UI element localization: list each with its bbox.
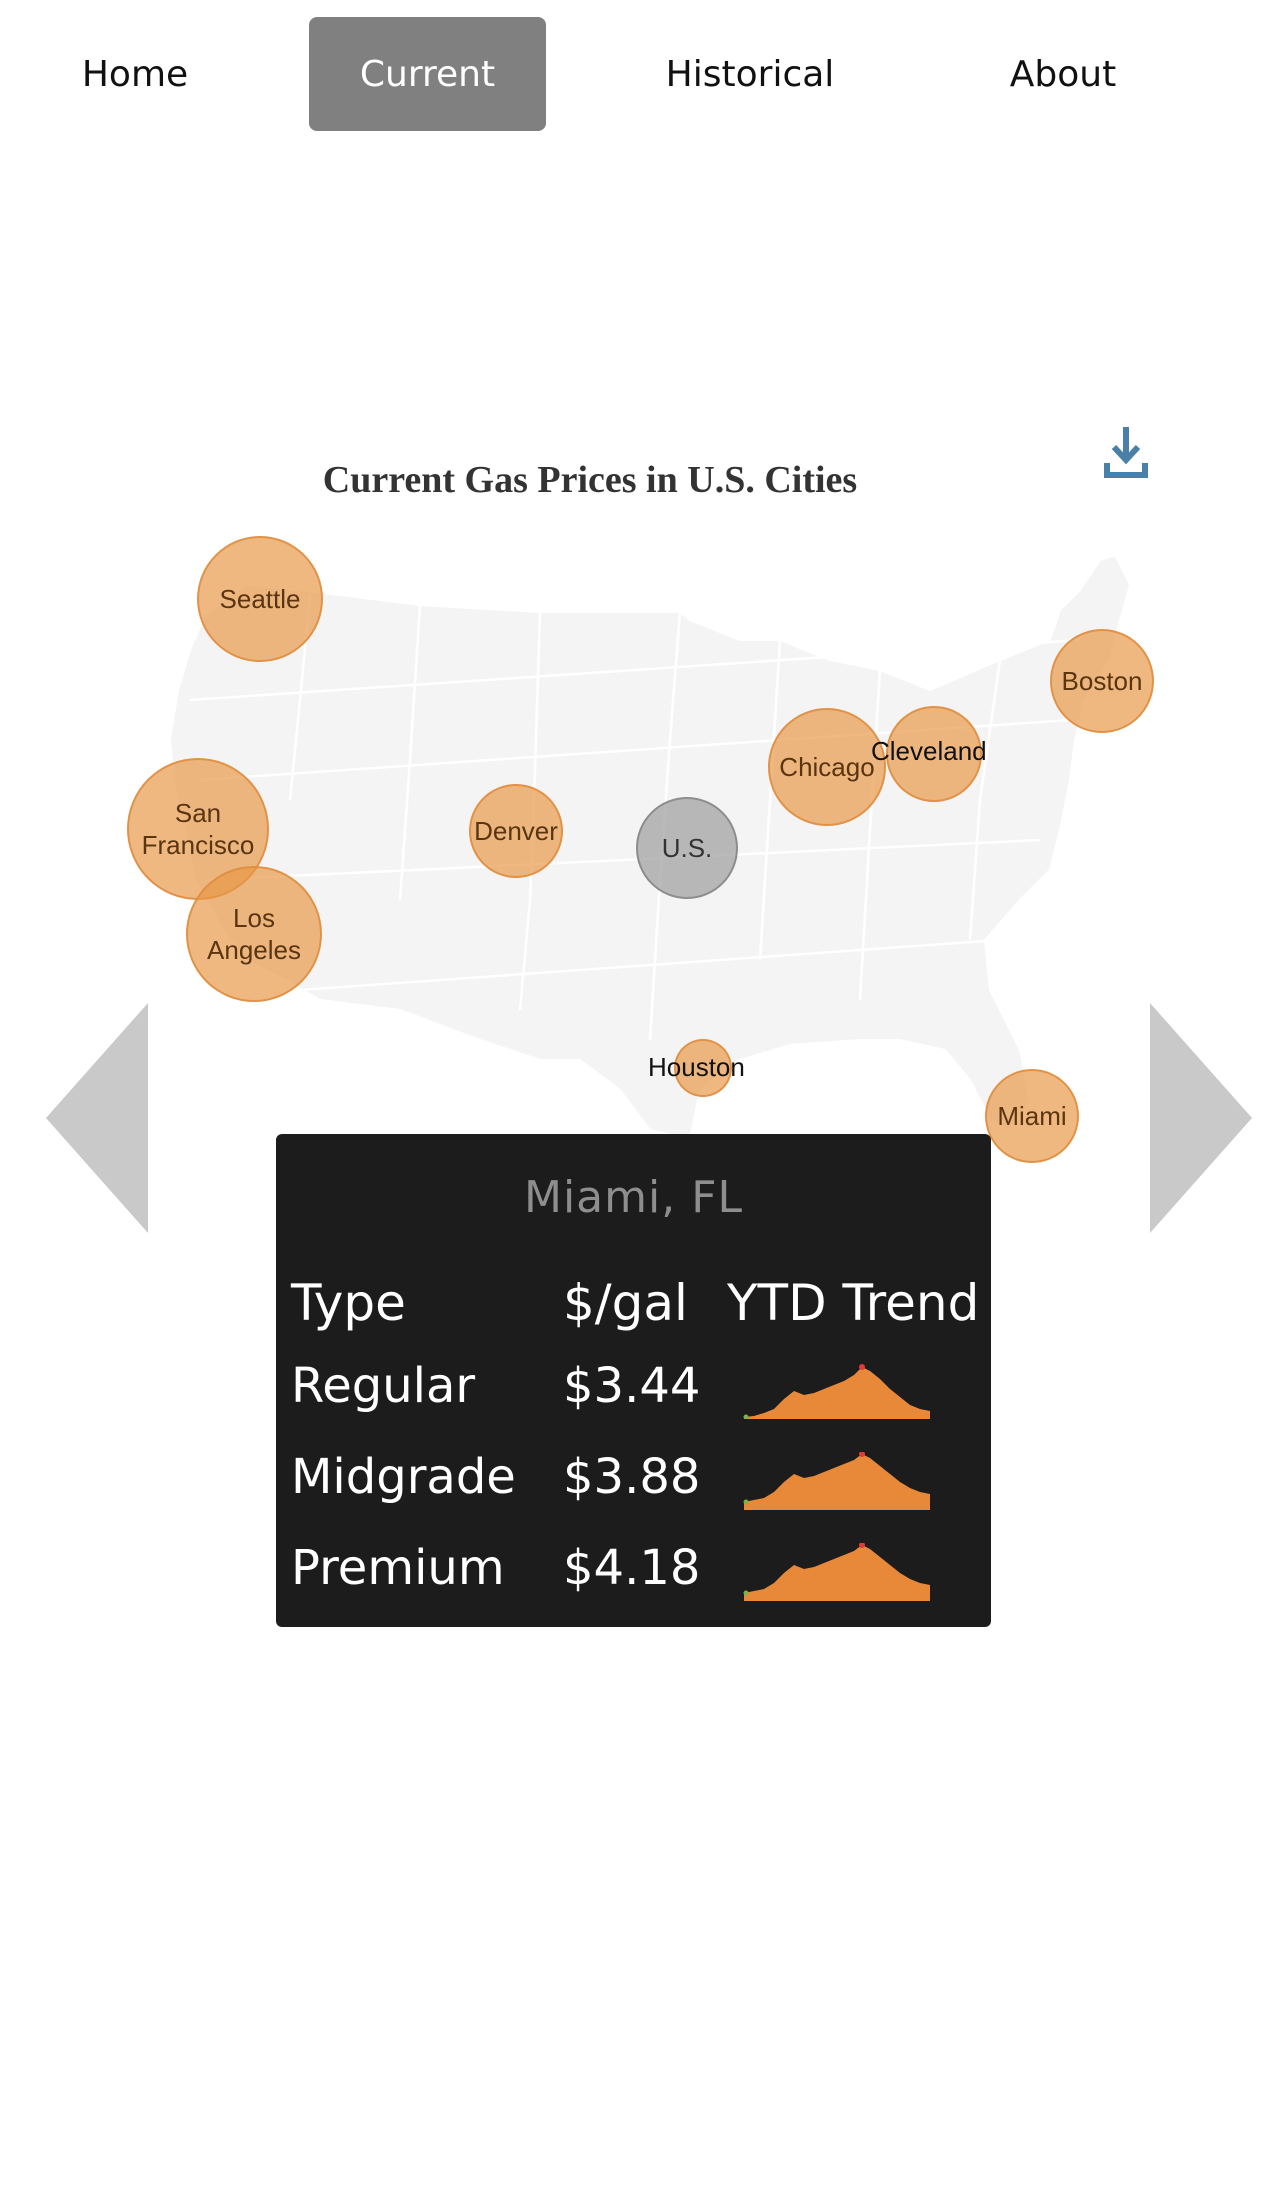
triangle-right-icon[interactable] bbox=[1150, 1003, 1252, 1233]
bubble-label: San Francisco bbox=[141, 798, 255, 860]
bubble-label: Boston bbox=[1061, 666, 1143, 696]
bubble-denver[interactable]: Denver bbox=[469, 784, 563, 878]
nav-about[interactable]: About bbox=[1009, 53, 1117, 95]
bubble-chicago[interactable]: Chicago bbox=[768, 708, 886, 826]
bubble-miami[interactable]: Miami bbox=[985, 1069, 1079, 1163]
download-icon[interactable] bbox=[1103, 425, 1149, 479]
bubble-label: Los Angeles bbox=[207, 903, 301, 965]
row-price: $3.44 bbox=[563, 1358, 701, 1414]
bubble-label: Seattle bbox=[219, 584, 301, 614]
header-type: Type bbox=[291, 1274, 406, 1332]
tooltip-title: Miami, FL bbox=[523, 1172, 744, 1223]
row-type: Premium bbox=[291, 1540, 505, 1596]
bubble-us[interactable]: U.S. bbox=[636, 797, 738, 899]
bubble-label: Miami bbox=[997, 1101, 1067, 1131]
bubble-cleveland[interactable] bbox=[886, 706, 982, 802]
sparkline-premium bbox=[743, 1543, 930, 1601]
row-type: Midgrade bbox=[291, 1449, 516, 1505]
city-tooltip: Miami, FL Type $/gal YTD Trend Regular $… bbox=[276, 1134, 991, 1627]
bubble-label: Denver bbox=[474, 816, 558, 846]
row-price: $3.88 bbox=[563, 1449, 701, 1505]
top-nav: Home Current Historical About bbox=[0, 0, 1284, 150]
map-title: Current Gas Prices in U.S. Cities bbox=[322, 459, 858, 501]
bubble-houston[interactable] bbox=[674, 1039, 732, 1097]
nav-historical[interactable]: Historical bbox=[665, 53, 835, 95]
triangle-left-icon[interactable] bbox=[46, 1003, 148, 1233]
bubble-label: Chicago bbox=[779, 752, 875, 782]
row-type: Regular bbox=[291, 1358, 476, 1414]
nav-current[interactable]: Current bbox=[309, 17, 546, 131]
bubble-los-angeles[interactable]: Los Angeles bbox=[186, 866, 322, 1002]
header-price: $/gal bbox=[563, 1274, 688, 1332]
bubble-boston[interactable]: Boston bbox=[1050, 629, 1154, 733]
bubble-seattle[interactable]: Seattle bbox=[197, 536, 323, 662]
row-price: $4.18 bbox=[563, 1540, 701, 1596]
header-trend: YTD Trend bbox=[727, 1274, 980, 1332]
bubble-label: U.S. bbox=[661, 833, 713, 863]
sparkline-regular bbox=[743, 1364, 930, 1419]
nav-home[interactable]: Home bbox=[81, 53, 189, 95]
sparkline-midgrade bbox=[743, 1452, 930, 1510]
us-map bbox=[168, 553, 1132, 1142]
